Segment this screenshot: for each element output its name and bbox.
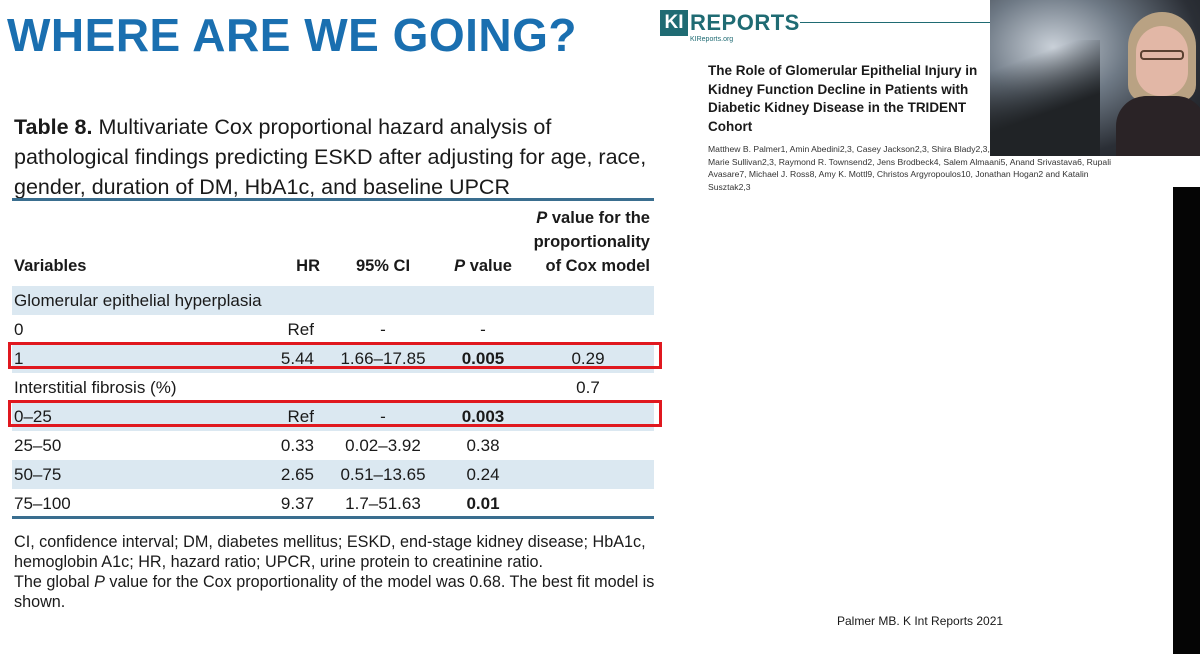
paper-title: The Role of Glomerular Epithelial Injury… [708,63,978,134]
cell-variable: 0 [14,319,24,339]
cell-hr [242,373,324,402]
cell-proportionality [524,489,654,518]
logo-url: KIReports.org [690,36,734,43]
cell-ci: 0.02–3.92 [345,435,421,455]
logo-ki-mark: KI [660,10,688,36]
cell-p-value: 0.38 [466,435,500,455]
table-row: 25–50 0.33 0.02–3.92 0.38 [12,431,654,460]
header-p-value: P value [454,257,512,275]
cell-hr: 2.65 [242,460,324,489]
cell-p-value: 0.01 [466,493,500,513]
cell-p-value: - [480,319,486,339]
header-hr: HR [296,257,320,275]
table-header-row: Variables HR 95% CI P value P value for … [12,204,654,286]
slide-citation: Palmer MB. K Int Reports 2021 [837,614,1004,628]
cell-proportionality [524,431,654,460]
cell-hr: Ref [287,319,314,339]
cell-hr: 0.33 [280,435,314,455]
cell-proportionality [524,315,654,344]
table-row: 75–100 9.37 1.7–51.63 0.01 [12,489,654,518]
table-row: Interstitial fibrosis (%) 0.7 [12,373,654,402]
cell-variable: 25–50 [14,435,62,455]
header-proportionality: P value for the proportionality of Cox m… [533,209,650,275]
cell-ci: - [380,319,386,339]
cell-hr: 9.37 [280,493,314,513]
webcam-background-tree [990,40,1100,156]
cell-p-value [444,373,524,402]
cell-ci: 1.7–51.63 [345,493,421,513]
footnote-abbreviations: CI, confidence interval; DM, diabetes me… [14,533,646,571]
highlight-box-row-0-25 [8,400,662,427]
table-bottom-rule [12,516,654,519]
webcam-video-feed[interactable] [990,0,1200,156]
table-caption-label: Table 8. [14,115,93,139]
footnote-global-p: The global P value for the Cox proportio… [14,573,655,611]
table-row-glomerular-header: Glomerular epithelial hyperplasia [12,286,654,315]
slide-title: WHERE ARE WE GOING? [7,9,578,61]
cell-variable: Interstitial fibrosis (%) [14,377,177,397]
header-variables: Variables [14,257,87,275]
webcam-person-body [1116,96,1200,156]
logo-reports-text: REPORTS [690,10,800,35]
screen-edge-bar [1173,187,1200,654]
table-caption: Table 8. Multivariate Cox proportional h… [14,112,664,202]
cell-proportionality: 0.7 [576,377,600,397]
cell-variable: Glomerular epithelial hyperplasia [12,286,654,315]
table-top-rule [12,198,654,201]
cell-proportionality [524,460,654,489]
paper-authors: Matthew B. Palmer1, Amin Abedini2,3, Cas… [708,144,1116,192]
table-footnote: CI, confidence interval; DM, diabetes me… [14,532,664,612]
table-row: 0 Ref - - [12,315,654,344]
webcam-person-face [1136,26,1188,96]
cell-variable: 75–100 [14,493,71,513]
highlight-box-row-1 [8,342,662,369]
webcam-person-glasses [1140,50,1184,60]
table-row: 50–75 2.65 0.51–13.65 0.24 [12,460,654,489]
cell-p-value: 0.24 [444,460,524,489]
header-ci: 95% CI [355,257,411,275]
cell-variable: 50–75 [12,460,242,489]
table-caption-text: Multivariate Cox proportional hazard ana… [14,115,647,199]
cell-ci [324,373,444,402]
cell-ci: 0.51–13.65 [324,460,444,489]
kireports-logo: KI REPORTS KIReports.org [660,10,800,44]
